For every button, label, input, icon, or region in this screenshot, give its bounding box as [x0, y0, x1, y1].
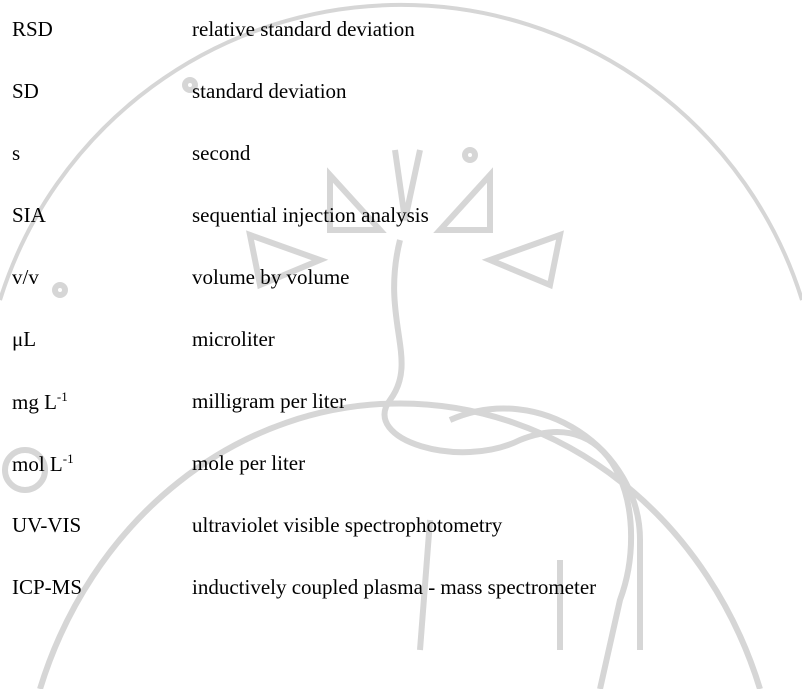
term-text: SIA [12, 203, 46, 227]
abbreviation-row: ICP-MS inductively coupled plasma - mass … [0, 575, 802, 605]
term-text: mol L [12, 452, 63, 476]
term-text: s [12, 141, 21, 165]
term-superscript: -1 [62, 451, 74, 466]
abbreviation-row: SD standard deviation [0, 79, 802, 109]
abbreviation-definition: mole per liter [192, 451, 306, 475]
abbreviation-term: UV-VIS [12, 513, 81, 538]
abbreviation-term: s [12, 141, 20, 166]
abbreviation-row: RSD relative standard deviation [0, 17, 802, 47]
abbreviation-row: mol L-1 mole per liter [0, 451, 802, 481]
abbreviation-row: v/v volume by volume [0, 265, 802, 295]
term-text: RSD [12, 17, 53, 41]
abbreviation-definition: volume by volume [192, 265, 350, 289]
abbreviation-row: SIA sequential injection analysis [0, 203, 802, 233]
abbreviation-definition: ultraviolet visible spectrophotometry [192, 513, 503, 537]
term-text: mg L [12, 390, 57, 414]
abbreviation-definition: sequential injection analysis [192, 203, 429, 227]
abbreviation-definition: relative standard deviation [192, 17, 415, 41]
abbreviation-definition: standard deviation [192, 79, 347, 103]
abbreviation-row: s second [0, 141, 802, 171]
abbreviation-term: RSD [12, 17, 53, 42]
term-superscript: -1 [56, 389, 68, 404]
term-text: UV-VIS [12, 513, 82, 537]
abbreviation-term: μL [12, 327, 36, 352]
abbreviation-definition: microliter [192, 327, 275, 351]
term-text: SD [12, 79, 39, 103]
abbreviation-definition: inductively coupled plasma - mass spectr… [192, 575, 597, 599]
term-text: v/v [12, 265, 39, 289]
abbreviation-row: μL microliter [0, 327, 802, 357]
abbreviation-row: mg L-1 milligram per liter [0, 389, 802, 419]
abbreviation-definition: second [192, 141, 251, 165]
abbreviation-term: SD [12, 79, 39, 104]
abbreviation-term: mg L-1 [12, 389, 68, 415]
term-text: μL [12, 327, 37, 351]
term-text: ICP-MS [12, 575, 83, 599]
abbreviation-term: v/v [12, 265, 39, 290]
abbreviation-term: ICP-MS [12, 575, 82, 600]
abbreviation-definition: milligram per liter [192, 389, 346, 413]
abbreviation-term: SIA [12, 203, 46, 228]
abbreviation-term: mol L-1 [12, 451, 74, 477]
abbreviation-row: UV-VIS ultraviolet visible spectrophotome… [0, 513, 802, 543]
